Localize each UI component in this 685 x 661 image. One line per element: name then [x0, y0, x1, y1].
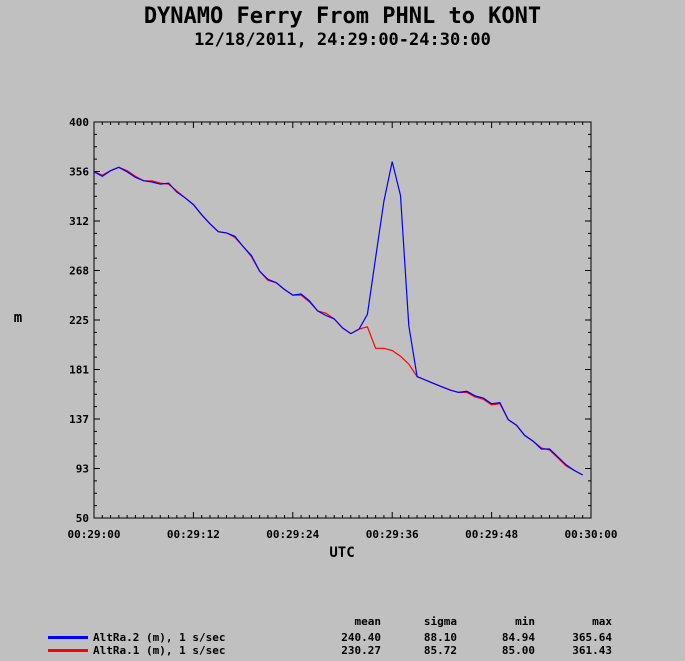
chart-title: DYNAMO Ferry From PHNL to KONT — [143, 4, 542, 29]
y-tick-label: 400 — [69, 116, 89, 129]
y-tick-label: 50 — [76, 512, 89, 525]
y-tick-label: 356 — [69, 166, 89, 179]
chart-subtitle: 12/18/2011, 24:29:00-24:30:00 — [194, 30, 491, 50]
stat-mean-altra2: 240.40 — [341, 631, 381, 644]
x-tick-label: 00:29:36 — [366, 528, 419, 541]
stat-header-min: min — [515, 615, 535, 628]
y-tick-label: 93 — [76, 463, 89, 476]
legend-swatch-altra2 — [48, 636, 88, 639]
plot-frame — [93, 121, 592, 519]
x-axis-label: UTC — [329, 545, 354, 561]
legend-item-altra2: AltRa.2 (m), 1 s/sec 240.40 88.10 84.94 … — [0, 631, 685, 645]
y-tick-label: 137 — [69, 413, 89, 426]
stat-min-altra1: 85.00 — [501, 644, 535, 657]
stat-sigma-altra2: 88.10 — [423, 631, 457, 644]
legend-label-altra1: AltRa.1 (m), 1 s/sec — [93, 644, 226, 657]
legend: mean sigma min max AltRa.2 (m), 1 s/sec … — [0, 615, 685, 661]
stat-header-max: max — [592, 615, 612, 628]
stat-header-sigma: sigma — [423, 615, 457, 628]
y-tick-label: 181 — [69, 364, 89, 377]
y-axis-ticks: 400 356 312 268 225 181 137 93 50 — [69, 116, 591, 525]
legend-swatch-altra1 — [48, 649, 88, 652]
x-tick-label: 00:29:24 — [266, 528, 319, 541]
x-tick-label: 00:30:00 — [565, 528, 618, 541]
x-tick-label: 00:29:48 — [465, 528, 518, 541]
stat-header-mean: mean — [354, 615, 382, 628]
series-line-altra2 — [93, 161, 583, 476]
x-tick-label: 00:29:12 — [167, 528, 220, 541]
series-line-altra1 — [93, 166, 583, 476]
stat-min-altra2: 84.94 — [501, 631, 535, 644]
x-tick-label: 00:29:00 — [68, 528, 121, 541]
series-lines — [93, 161, 583, 476]
stat-max-altra2: 365.64 — [572, 631, 612, 644]
y-axis-label: m — [14, 310, 22, 326]
y-tick-label: 312 — [69, 215, 89, 228]
stat-sigma-altra1: 85.72 — [423, 644, 457, 657]
legend-item-altra1: AltRa.1 (m), 1 s/sec 230.27 85.72 85.00 … — [0, 644, 685, 658]
y-tick-label: 225 — [69, 314, 89, 327]
stat-mean-altra1: 230.27 — [341, 644, 381, 657]
legend-label-altra2: AltRa.2 (m), 1 s/sec — [93, 631, 226, 644]
stat-max-altra1: 361.43 — [572, 644, 612, 657]
x-axis-ticks: 00:29:00 00:29:12 00:29:24 00:29:36 00:29:48… — [68, 122, 618, 541]
y-tick-label: 268 — [69, 265, 89, 278]
